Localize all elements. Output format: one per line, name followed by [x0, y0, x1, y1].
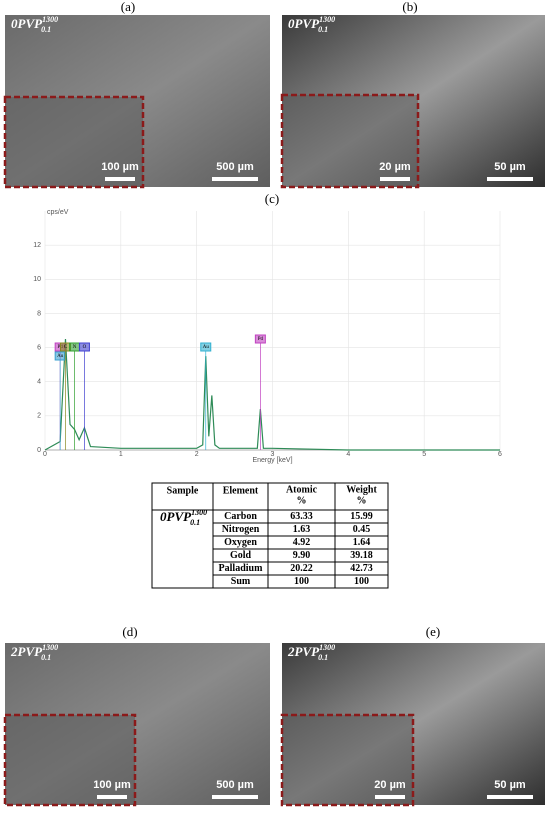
x-tick-label: 0: [43, 451, 47, 458]
y-tick-label: 4: [37, 379, 41, 386]
scale-label: 500 µm: [216, 161, 254, 173]
inset-image: [3, 713, 137, 807]
table-cell: Nitrogen: [222, 524, 260, 535]
table-header: Element: [223, 485, 259, 496]
table-cell: Carbon: [224, 511, 257, 522]
sample-base: 2PVP: [287, 644, 320, 659]
marker-label: Au: [203, 345, 210, 350]
x-axis-label: Energy [keV]: [252, 457, 292, 464]
scale-label: 50 µm: [494, 161, 526, 173]
marker-box: [200, 342, 212, 352]
sample-base: 0PVP: [11, 16, 43, 31]
table-cell: 4.92: [293, 537, 311, 548]
table-cell: 20.22: [290, 563, 313, 574]
scale-label: 500 µm: [216, 779, 254, 791]
table-cell: 15.99: [350, 511, 373, 522]
sample-sup: 1300: [319, 643, 335, 652]
y-tick-label: 0: [37, 447, 41, 454]
table-cell: 42.73: [350, 563, 373, 574]
sample-label: 2PVP1300 0.1: [287, 643, 335, 662]
sample-label: 0PVP1300 0.1: [11, 15, 58, 34]
sample-sub: 0.1: [190, 518, 200, 527]
marker-label: Pd: [258, 337, 264, 342]
marker-box: [78, 342, 90, 352]
x-tick-label: 4: [346, 451, 350, 458]
table-cell: 0.45: [353, 524, 371, 535]
sample-sub: 0.1: [318, 25, 328, 34]
table-cell: Oxygen: [224, 537, 257, 548]
inset-scale: 100 µm: [93, 779, 131, 791]
panel-letter: (d): [122, 624, 137, 639]
inset-image: [280, 713, 415, 807]
marker-label: Au: [57, 354, 64, 359]
panel-letter: (b): [402, 0, 417, 14]
y-tick-label: 8: [37, 310, 41, 317]
marker-label: C: [64, 345, 68, 350]
y-axis-label: cps/eV: [47, 209, 69, 216]
inset-image: [280, 93, 420, 189]
y-tick-label: 12: [33, 242, 41, 249]
x-tick-label: 3: [271, 451, 275, 458]
table-cell: Palladium: [219, 563, 264, 574]
x-tick-label: 6: [498, 451, 502, 458]
x-tick-label: 5: [422, 451, 426, 458]
sample-label: 2PVP1300 0.1: [10, 643, 58, 662]
inset-scale: 20 µm: [379, 161, 411, 173]
table-cell: 9.90: [293, 550, 311, 561]
inset-scale: 20 µm: [374, 779, 406, 791]
inset-scale: 100 µm: [101, 161, 139, 173]
x-tick-label: 2: [195, 451, 199, 458]
inset-image: [3, 95, 145, 189]
table-header: Sample: [167, 485, 199, 496]
y-tick-label: 10: [33, 276, 41, 283]
table-cell: Gold: [230, 550, 252, 561]
sample-label: 0PVP1300 0.1: [160, 508, 207, 527]
panel-letter: (a): [121, 0, 135, 14]
sample-base: 0PVP: [160, 509, 192, 524]
table-cell: 100: [294, 576, 309, 587]
x-tick-label: 1: [119, 451, 123, 458]
sample-sup: 1300: [42, 15, 58, 24]
sample-label: 0PVP1300 0.1: [288, 15, 335, 34]
table-cell: 39.18: [350, 550, 373, 561]
table-cell: Sum: [231, 576, 251, 587]
sample-base: 0PVP: [288, 16, 320, 31]
sample-base: 2PVP: [10, 644, 43, 659]
table-header: Weight: [346, 484, 377, 495]
panel-letter: (c): [265, 191, 279, 206]
table-cell: 63.33: [290, 511, 313, 522]
table-cell: 100: [354, 576, 369, 587]
spectrum-line: [44, 339, 500, 451]
marker-box: [254, 334, 266, 344]
scale-label: 50 µm: [494, 779, 526, 791]
sample-sup: 1300: [42, 643, 58, 652]
sample-sub: 0.1: [41, 25, 51, 34]
y-tick-label: 6: [37, 344, 41, 351]
sample-sub: 0.1: [318, 653, 328, 662]
sample-sub: 0.1: [41, 653, 51, 662]
table-header: %: [357, 495, 367, 506]
y-tick-label: 2: [37, 413, 41, 420]
table-cell: 1.63: [293, 524, 311, 535]
table-header: Atomic: [286, 484, 318, 495]
marker-label: N: [73, 345, 77, 350]
table-cell: 1.64: [353, 537, 371, 548]
marker-label: O: [83, 345, 87, 350]
sample-sup: 1300: [191, 508, 207, 517]
table-header: %: [297, 495, 307, 506]
panel-letter: (e): [426, 624, 440, 639]
sample-sup: 1300: [319, 15, 335, 24]
